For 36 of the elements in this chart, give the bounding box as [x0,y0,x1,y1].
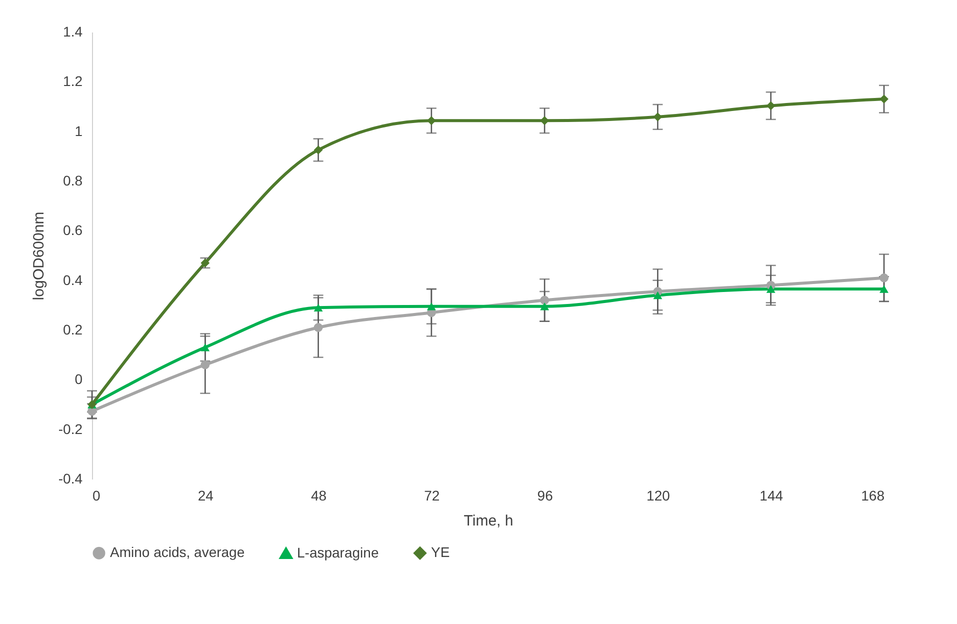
x-tick-label: 144 [760,488,784,504]
point [314,145,323,154]
y-tick-label: 0.4 [63,272,83,288]
point [766,285,776,293]
x-tick-label: 0 [92,488,100,504]
point [880,285,888,293]
y-axis-title: logOD600nm [30,212,48,300]
point [880,273,888,282]
point [200,360,210,370]
point [540,296,550,305]
legend-label: L-asparagine [297,544,379,560]
y-tick-label: 0.2 [63,322,83,338]
x-axis-title: Time, h [464,512,514,530]
x-tick-label: 48 [310,488,327,504]
point [314,323,323,332]
point [880,94,888,104]
y-tick-label: 1.2 [63,73,83,90]
point [540,302,550,310]
point [426,302,436,310]
legend-label: YE [431,544,450,560]
x-tick-label: 72 [424,488,440,504]
x-tick-label: 120 [646,488,670,504]
y-tick-label: 0.6 [63,222,83,238]
y-tick-label: 0 [74,371,83,388]
legend-label: Amino acids, average [110,544,245,560]
y-tick-label: 0.8 [63,172,83,188]
point [314,304,323,312]
point [200,344,210,352]
y-tick-label: 1.4 [63,24,83,40]
x-tick-label: 24 [198,488,214,504]
y-tick-label: -0.4 [58,470,83,486]
x-tick-label: 96 [537,488,554,504]
point [653,291,662,300]
x-tick-label: 168 [861,488,885,504]
y-tick-label: -0.2 [58,420,83,437]
y-tick-label: 1 [74,122,83,139]
